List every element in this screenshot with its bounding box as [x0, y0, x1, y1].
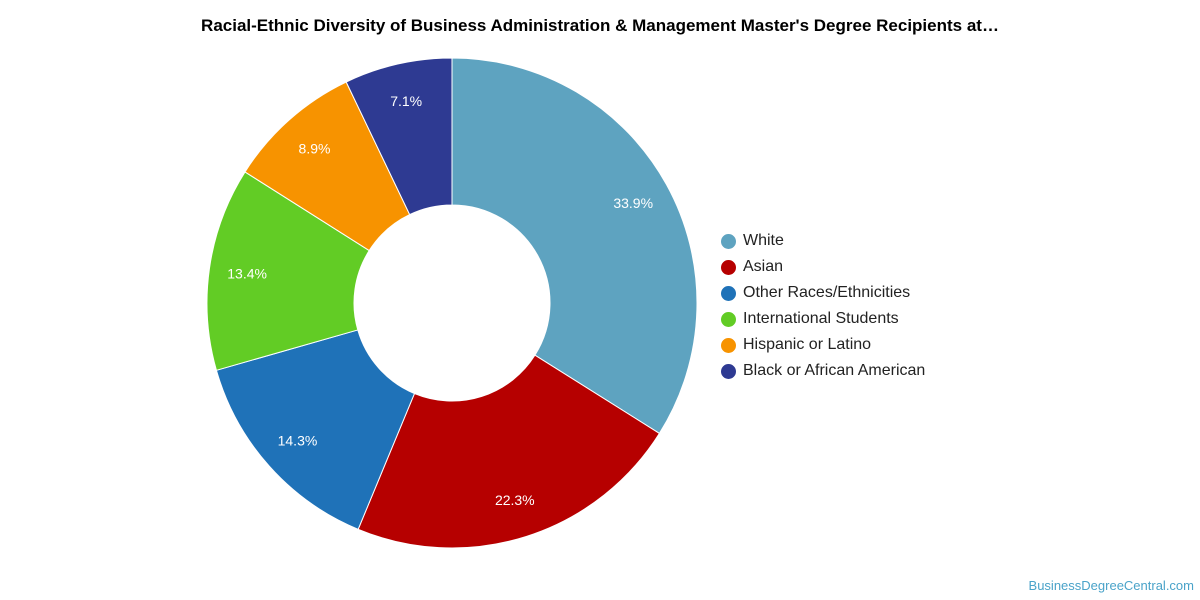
slice-black-or-african-american [345, 57, 453, 216]
legend-swatch [721, 337, 736, 353]
slice-value-label: 14.3% [278, 433, 318, 449]
slice-international-students [206, 171, 370, 371]
legend-label: International Students [743, 310, 899, 327]
legend-swatch [721, 311, 736, 327]
chart-legend: White Asian Other Races/Ethnicities Interna… [721, 228, 925, 384]
donut-slices [206, 57, 698, 549]
legend-item: Other Races/Ethnicities [721, 280, 925, 306]
legend-item: Black or African American [721, 358, 925, 384]
legend-label: Hispanic or Latino [743, 336, 872, 353]
slice-value-label: 8.9% [299, 140, 331, 156]
slice-white [451, 57, 698, 435]
slice-value-label: 22.3% [495, 492, 535, 508]
legend-item: International Students [721, 306, 925, 332]
legend-label: Other Races/Ethnicities [743, 284, 911, 301]
slice-value-label: 33.9% [613, 195, 653, 211]
legend-swatch [721, 285, 736, 301]
legend-swatch [721, 233, 736, 249]
legend-label: Black or African American [743, 362, 926, 379]
slice-value-label: 7.1% [390, 93, 422, 109]
legend-label: Asian [743, 258, 784, 275]
chart-title: Racial-Ethnic Diversity of Business Admi… [201, 16, 999, 35]
legend-item: Asian [721, 254, 925, 280]
legend-item: White [721, 228, 925, 254]
legend-swatch [721, 363, 736, 379]
legend-swatch [721, 259, 736, 275]
slice-value-label: 13.4% [227, 265, 267, 281]
watermark: BusinessDegreeCentral.com [1028, 578, 1194, 593]
legend-item: Hispanic or Latino [721, 332, 925, 358]
slice-asian [357, 354, 661, 549]
slice-other-races-ethnicities [215, 329, 416, 530]
legend-label: White [743, 232, 784, 249]
donut-value-labels: 33.9% 22.3% 14.3% 13.4% 8.9% 7.1% [227, 93, 653, 508]
